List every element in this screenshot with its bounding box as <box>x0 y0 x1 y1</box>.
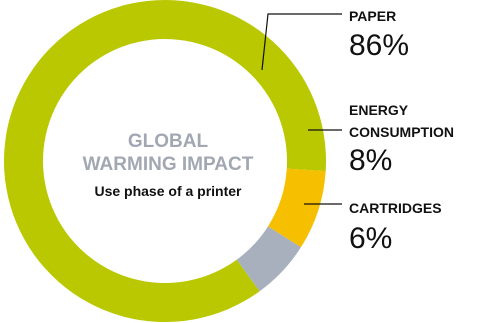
legend-label-energy-line-1: ENERGY <box>349 102 409 118</box>
legend-label-paper: PAPER <box>349 8 396 24</box>
legend-label-cartridges: CARTRIDGES <box>349 200 442 216</box>
chart-title-line-2: WARMING IMPACT <box>83 154 254 175</box>
legend-value-energy: 8% <box>349 144 392 177</box>
slice-energy-consumption <box>268 168 326 248</box>
leader-line-paper <box>261 13 342 71</box>
donut-slices <box>4 0 326 322</box>
chart-title-line-1: GLOBAL <box>128 131 209 152</box>
legend-label-energy-line-2: CONSUMPTION <box>349 124 454 140</box>
slice-cartridges <box>236 226 301 292</box>
chart-subtitle: Use phase of a printer <box>94 183 242 199</box>
legend-value-cartridges: 6% <box>349 222 392 255</box>
legend-value-paper: 86% <box>349 29 409 62</box>
